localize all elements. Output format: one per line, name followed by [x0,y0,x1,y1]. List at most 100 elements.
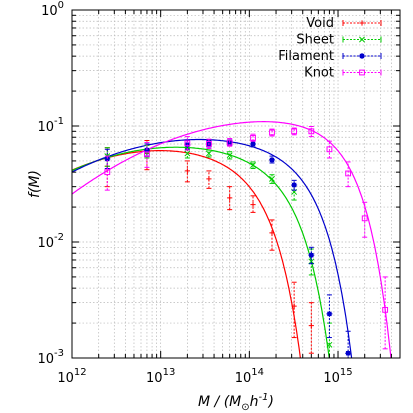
data-point [291,127,298,136]
axis-tick-labels-x: 1012 1013 1014 1015 [57,367,352,386]
data-point [250,195,256,213]
legend-item-void: Void [306,16,382,31]
marker-plus [269,230,275,236]
data-point [250,161,256,170]
marker-x [250,162,256,169]
y-tick-label-base: 10 [41,4,58,19]
x-tick-label: 1012 [57,367,86,386]
data-point [308,302,314,354]
x-axis-title-main: M / (M [198,394,241,410]
y-tick-label-base: 10 [37,352,54,367]
data-point [382,276,389,350]
x-tick-label-exp: 13 [163,367,176,378]
marker-x [326,341,333,348]
y-tick-label-exp: -2 [54,232,64,243]
legend-label: Knot [304,66,334,81]
marker-box [184,140,191,147]
legend-label: Filament [278,49,334,64]
data-point [291,281,297,339]
marker-plus [206,176,212,182]
legend-label: Sheet [296,33,334,48]
x-axis-title-exp: -1 [259,392,269,403]
data-points [104,126,389,358]
x-tick-label: 1014 [235,367,264,386]
marker-box [382,306,389,313]
data-point [269,219,275,251]
y-axis-title: f(M) [27,170,43,198]
fit-curve-filament [72,138,353,358]
data-point [308,126,315,138]
marker-box [104,169,111,176]
y-tick-label: 10-2 [37,232,64,251]
fit-curve-knot [72,121,392,358]
x-tick-label-base: 10 [323,371,340,386]
data-point [226,151,233,160]
marker-x [226,152,233,159]
axis-ticks [71,9,401,359]
data-point [206,138,212,149]
marker-box [206,141,212,147]
x-tick-label-base: 10 [57,371,74,386]
data-point [144,142,150,168]
x-tick-label-exp: 14 [251,367,264,378]
marker-box [250,134,256,141]
marker-box [291,128,298,135]
data-point [291,179,298,191]
marker-box [308,128,315,135]
marker-x [269,175,275,182]
series-knot [104,126,389,350]
x-tick-label-base: 10 [235,371,252,386]
marker-star-cross [345,350,352,357]
x-axis-title: M / (M⊙h-1) [198,392,274,413]
marker-box [359,69,365,76]
y-tick-label: 10-1 [37,116,64,135]
marker-x [359,36,365,43]
marker-plus [184,168,190,174]
data-point [206,170,212,189]
marker-x [184,150,191,157]
legend-label: Void [306,16,334,31]
data-point [184,136,191,151]
data-point [361,201,368,238]
marker-star-cross [326,310,333,317]
y-tick-label-exp: -1 [54,116,64,127]
marker-box [144,151,150,158]
data-point [205,149,212,158]
fit-curve-sheet [72,146,330,358]
legend-item-sheet: Sheet [296,33,382,48]
data-point [326,294,333,339]
marker-star-cross [268,156,275,163]
data-point [269,174,275,184]
x-tick-label: 1013 [146,367,175,386]
y-tick-label: 100 [41,0,64,19]
data-point [250,133,256,142]
marker-plus [291,303,297,309]
y-tick-label: 10-3 [37,348,64,367]
marker-x [308,258,315,265]
x-tick-label-base: 10 [146,371,163,386]
data-point [269,128,275,137]
marker-star-cross [291,182,298,189]
x-axis-title-sun: ⊙ [241,402,249,413]
marker-box [361,215,368,222]
marker-box [345,170,352,177]
data-point [250,140,257,148]
data-point [345,330,352,358]
marker-box [326,146,333,153]
marker-plus [359,20,365,26]
legend-item-filament: Filament [278,49,382,64]
marker-plus [250,202,256,208]
x-tick-label: 1015 [323,367,352,386]
data-point [104,155,111,191]
legend-item-knot: Knot [304,66,382,81]
x-tick-label-exp: 15 [340,367,353,378]
y-tick-label-base: 10 [37,120,54,135]
fit-curves [72,121,392,358]
y-tick-label-exp: 0 [58,0,64,11]
marker-star-cross [359,53,365,59]
data-point [184,160,190,183]
